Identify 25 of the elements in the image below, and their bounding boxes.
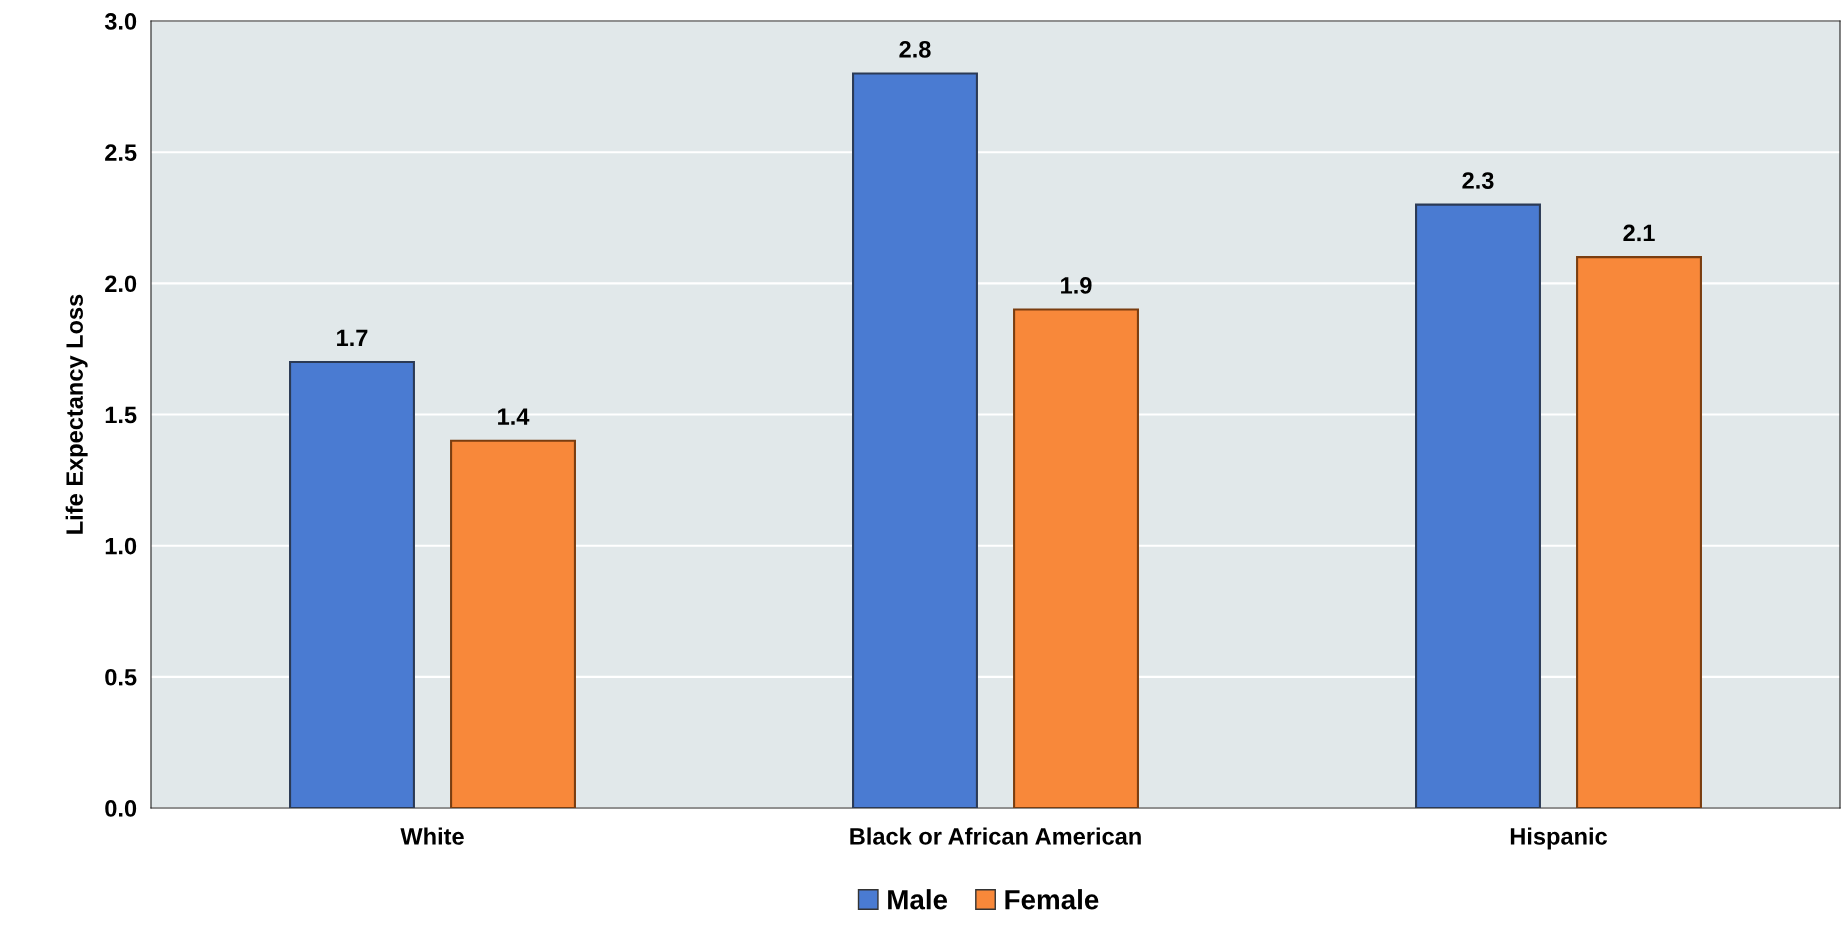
legend-label: Female <box>1005 889 1099 910</box>
data-label: 2.8 <box>899 40 931 58</box>
y-tick-label: 3.0 <box>104 13 137 30</box>
data-label: 1.4 <box>498 408 530 425</box>
data-label: 1.9 <box>1061 277 1092 294</box>
y-tick-label: 1.5 <box>105 406 137 424</box>
x-tick-label: White <box>400 827 464 845</box>
y-axis-title: Life Expectancy Loss <box>65 294 88 534</box>
y-tick-label: 2.0 <box>105 275 137 293</box>
y-tick-label: 2.5 <box>105 144 137 161</box>
data-label: 1.7 <box>337 329 368 347</box>
bar <box>450 439 576 808</box>
y-tick-label: 1.0 <box>105 537 137 555</box>
bar <box>1415 203 1541 808</box>
data-label: 2.3 <box>1462 172 1494 189</box>
x-tick-label: Hispanic <box>1510 827 1608 850</box>
legend-label: Male <box>888 889 948 910</box>
bar <box>1576 256 1702 808</box>
bar <box>289 360 415 808</box>
bar <box>1013 308 1139 808</box>
y-tick-label: 0.0 <box>105 800 137 817</box>
data-label: 2.1 <box>1623 224 1655 242</box>
bar <box>852 72 978 808</box>
y-tick-label: 0.5 <box>105 668 137 686</box>
x-tick-label: Black or African American <box>850 827 1141 845</box>
